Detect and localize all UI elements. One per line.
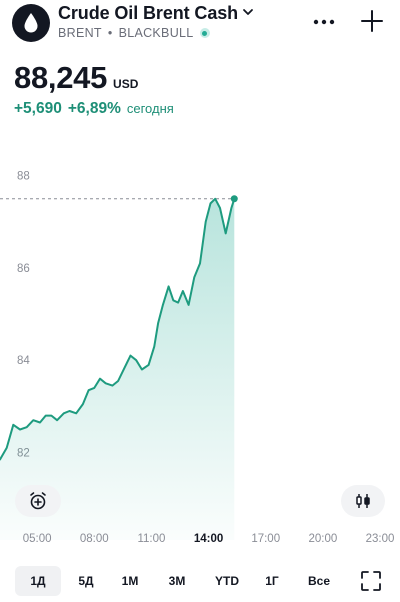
timeframe-button[interactable]: YTD xyxy=(215,574,239,588)
time-tick-label: 11:00 xyxy=(137,533,166,545)
price-area xyxy=(0,198,235,541)
y-tick-label: 86 xyxy=(17,263,30,275)
alarm-clock-add-icon xyxy=(30,492,46,510)
symbol-ticker: BRENT xyxy=(58,26,102,40)
subtitle-separator: • xyxy=(107,26,113,40)
price-chart[interactable]: 82848688 xyxy=(0,120,400,560)
symbol-title-button[interactable]: Crude Oil Brent Cash xyxy=(58,3,254,24)
plus-icon xyxy=(361,10,383,32)
change-absolute: +5,690 xyxy=(14,100,62,117)
last-price: 88,245 xyxy=(14,60,108,95)
fullscreen-button[interactable] xyxy=(356,566,386,596)
time-tick-label: 20:00 xyxy=(308,533,338,545)
y-tick-label: 88 xyxy=(17,171,30,183)
candles-icon xyxy=(356,494,370,508)
symbol-header: Crude Oil Brent Cash BRENT • BLACKBULL xyxy=(0,0,400,56)
timeframe-button[interactable]: 5Д xyxy=(78,574,94,588)
y-tick-label: 84 xyxy=(17,355,30,367)
chevron-down-icon xyxy=(242,5,254,23)
fullscreen-icon xyxy=(361,571,381,591)
time-tick-label: 14:00 xyxy=(193,533,224,545)
range-selector: 1Д 5Д 1М 3М YTD 1Г Все xyxy=(0,564,400,598)
time-tick-label: 23:00 xyxy=(365,533,395,545)
timeframe-button[interactable]: 1Г xyxy=(265,574,279,588)
chart-type-button[interactable] xyxy=(341,485,385,517)
time-axis: 05:00 08:00 11:00 14:00 17:00 20:00 23:00 xyxy=(0,533,400,549)
timeframe-button[interactable]: 1М xyxy=(121,574,139,588)
more-dots-icon xyxy=(313,19,335,25)
add-alert-button[interactable] xyxy=(15,485,61,517)
symbol-name: Crude Oil Brent Cash xyxy=(58,3,239,23)
time-tick-label: 08:00 xyxy=(79,533,109,545)
droplet-icon xyxy=(12,4,50,42)
price-currency: USD xyxy=(113,77,139,91)
symbol-subtitle: BRENT • BLACKBULL xyxy=(58,26,210,40)
timeframe-button[interactable]: 1Д xyxy=(15,566,61,596)
price-line xyxy=(0,197,236,461)
last-price-point xyxy=(230,195,238,203)
add-button[interactable] xyxy=(358,7,386,35)
change-period: сегодня xyxy=(126,101,174,116)
time-tick-label: 05:00 xyxy=(22,533,52,545)
more-button[interactable] xyxy=(310,8,338,36)
change-percent: +6,89% xyxy=(67,100,121,117)
price-row: 88,245 USD xyxy=(14,60,138,96)
timeframe-button[interactable]: 3М xyxy=(168,574,186,588)
time-tick-label: 17:00 xyxy=(251,533,281,545)
market-status-dot xyxy=(199,28,210,38)
timeframe-button[interactable]: Все xyxy=(307,574,330,588)
change-row: +5,690 +6,89% сегодня xyxy=(14,100,174,118)
symbol-exchange: BLACKBULL xyxy=(118,26,194,40)
